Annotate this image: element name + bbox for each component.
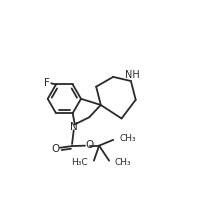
Text: CH₃: CH₃	[119, 134, 136, 143]
Text: O: O	[85, 140, 93, 150]
Text: F: F	[44, 78, 50, 88]
Text: H₃C: H₃C	[71, 158, 88, 167]
Text: N: N	[70, 122, 78, 132]
Text: O: O	[52, 144, 60, 154]
Text: NH: NH	[125, 70, 139, 80]
Text: CH₃: CH₃	[115, 158, 132, 167]
